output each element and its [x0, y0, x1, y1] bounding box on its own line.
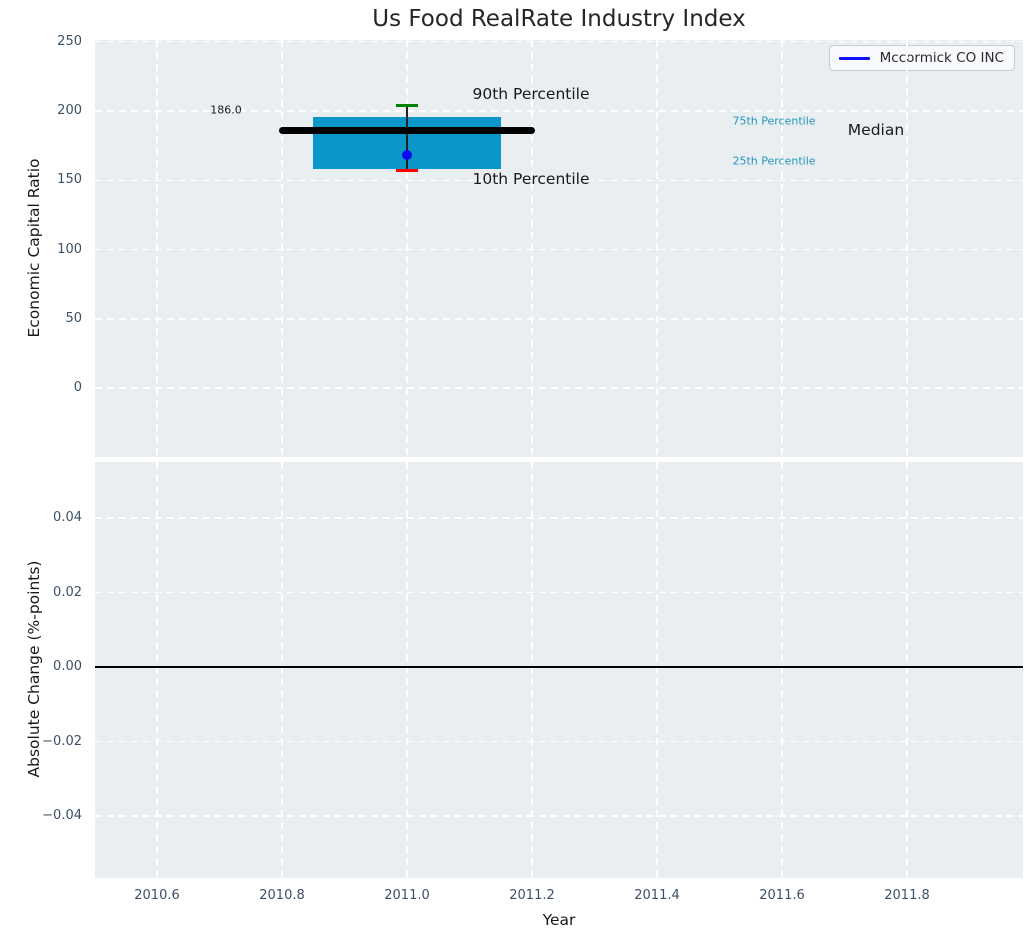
- x-gridline: [281, 462, 283, 878]
- x-gridline: [531, 462, 533, 878]
- y-gridline: [95, 110, 1023, 112]
- legend: Mccormick CO INC: [828, 45, 1015, 71]
- y-gridline: [95, 517, 1023, 519]
- x-tick-label: 2011.8: [884, 888, 930, 903]
- y-tick-label: 50: [65, 310, 82, 326]
- x-gridline: [406, 40, 408, 457]
- chart-title: Us Food RealRate Industry Index: [372, 6, 746, 32]
- y-tick-label: 0.04: [53, 510, 82, 525]
- p10-cap: [395, 168, 419, 173]
- annotation-10th-percentile: 10th Percentile: [472, 170, 590, 188]
- y-gridline: [95, 318, 1023, 320]
- y-gridline: [95, 40, 1023, 43]
- x-gridline: [781, 40, 783, 457]
- p90-cap: [396, 103, 418, 107]
- x-tick-label: 2011.4: [634, 888, 680, 903]
- x-gridline: [156, 462, 158, 878]
- x-tick-label: 2011.0: [384, 888, 430, 903]
- y-tick-label: 0.00: [53, 659, 82, 674]
- y-tick-label: 0: [73, 380, 82, 396]
- legend-line-sample: [838, 56, 870, 60]
- x-gridline: [656, 40, 658, 457]
- x-gridline: [656, 462, 658, 878]
- y-tick-label: 250: [57, 33, 82, 49]
- y-tick-label: 200: [57, 103, 82, 118]
- annotation-75th-percentile: 75th Percentile: [732, 114, 816, 128]
- x-gridline: [156, 40, 158, 457]
- x-axis-label: Year: [542, 911, 576, 929]
- y-gridline: [95, 815, 1023, 817]
- y-tick-label: 150: [57, 172, 82, 188]
- whisker-line: [406, 105, 408, 171]
- x-gridline: [781, 462, 783, 878]
- y-tick-label: −0.04: [42, 808, 82, 823]
- annotation-25th-percentile: 25th Percentile: [732, 154, 816, 168]
- zero-line: [95, 666, 1023, 668]
- x-tick-label: 2010.8: [259, 888, 305, 903]
- x-tick-label: 2011.6: [759, 888, 805, 903]
- y-gridline: [95, 248, 1023, 251]
- y-gridline: [95, 591, 1023, 594]
- annotation-median-value: 186.0: [210, 103, 242, 117]
- median-line: [278, 126, 536, 134]
- x-gridline: [406, 462, 408, 878]
- annotation-90th-percentile: 90th Percentile: [472, 85, 590, 103]
- bottom-axes: [95, 462, 1023, 878]
- y-tick-label: 0.02: [53, 584, 82, 600]
- y-gridline: [95, 387, 1023, 389]
- x-gridline: [906, 462, 908, 878]
- y-tick-label: 100: [57, 241, 82, 257]
- y-tick-label: −0.02: [42, 733, 82, 749]
- x-tick-label: 2011.2: [509, 888, 555, 903]
- y-gridline: [95, 740, 1023, 743]
- x-gridline: [281, 40, 283, 457]
- x-tick-label: 2010.6: [134, 888, 180, 903]
- annotation-median: Median: [847, 121, 905, 139]
- legend-label: Mccormick CO INC: [879, 50, 1004, 66]
- company-point: [402, 150, 412, 161]
- x-gridline: [531, 40, 533, 457]
- y-gridline: [95, 179, 1023, 182]
- x-gridline: [906, 40, 908, 457]
